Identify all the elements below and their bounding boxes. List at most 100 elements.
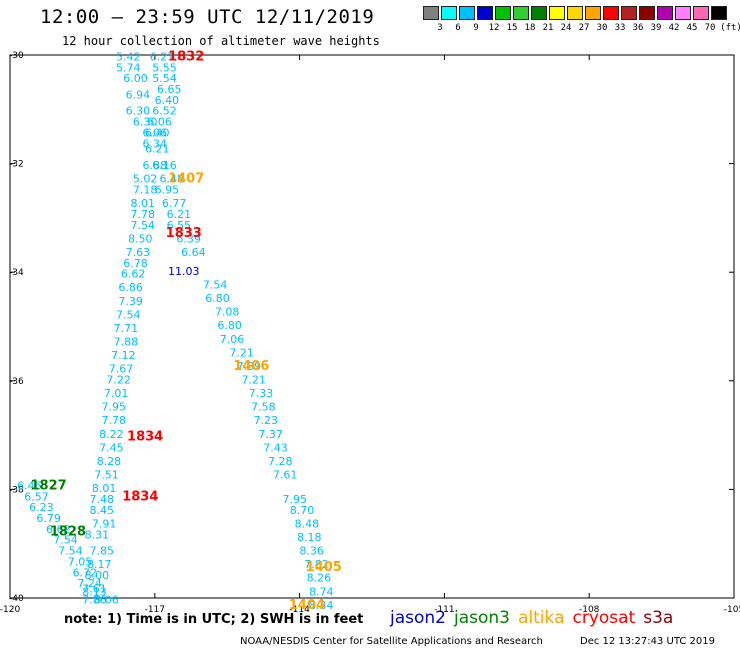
wave-height-value: 6.86 bbox=[118, 281, 143, 294]
map-title: 12:00 — 23:59 UTC 12/11/2019 bbox=[40, 6, 375, 28]
wave-height-value: 8.70 bbox=[290, 504, 315, 517]
wave-height-value: 7.22 bbox=[106, 374, 131, 387]
color-scale-swatch bbox=[657, 6, 673, 20]
color-scale-swatch bbox=[567, 6, 583, 20]
wave-height-value: 6.78 bbox=[123, 257, 148, 270]
wave-height-value: 7.43 bbox=[263, 441, 288, 454]
x-tick-label: -120 bbox=[0, 605, 20, 615]
wave-height-value: 7.05 bbox=[68, 555, 93, 568]
wave-height-value: 7.54 bbox=[203, 278, 228, 291]
y-tick-label: -32 bbox=[9, 160, 24, 170]
color-scale-label: 42 bbox=[668, 23, 680, 33]
wave-height-value: 6.39 bbox=[176, 232, 201, 245]
wave-height-value: 8.28 bbox=[97, 455, 122, 468]
wave-height-value: 8.22 bbox=[99, 428, 124, 441]
wave-height-value: 7.67 bbox=[109, 363, 134, 376]
wave-height-value: 6.30 bbox=[133, 116, 158, 129]
legend-item-s3a: s3a bbox=[643, 608, 674, 628]
wave-height-value: 7.78 bbox=[102, 414, 127, 427]
wave-height-value: 7.54 bbox=[116, 308, 141, 321]
wave-height-value: 7.88 bbox=[114, 336, 139, 349]
color-scale-swatch bbox=[495, 6, 511, 20]
wave-height-value: 5.74 bbox=[116, 61, 141, 74]
wave-height-value: 7.54 bbox=[53, 534, 78, 547]
wave-height-value: 6.21 bbox=[150, 50, 175, 63]
wave-height-value: 6.88 bbox=[143, 159, 168, 172]
color-scale-swatch bbox=[549, 6, 565, 20]
wave-height-value: 11.03 bbox=[168, 265, 200, 278]
wave-height-value: 6.00 bbox=[123, 72, 148, 85]
color-scale-swatch bbox=[531, 6, 547, 20]
generation-timestamp: Dec 12 13:27:43 UTC 2019 bbox=[580, 636, 715, 647]
satellite-legend: jason2 jason3 altika cryosat s3a bbox=[390, 608, 681, 628]
y-tick-label: -34 bbox=[9, 268, 24, 278]
wave-height-value: 7.08 bbox=[215, 306, 240, 319]
wave-height-value: 6.62 bbox=[46, 523, 71, 536]
wave-height-value: 5.54 bbox=[152, 72, 177, 85]
color-scale-swatch bbox=[603, 6, 619, 20]
wave-height-value: 6.21 bbox=[145, 143, 170, 156]
map-subtitle: 12 hour collection of altimeter wave hei… bbox=[62, 34, 380, 48]
wave-height-value: 6.48 bbox=[159, 173, 184, 186]
wave-height-value: 6.40 bbox=[145, 126, 170, 139]
color-scale-label: 45 bbox=[686, 23, 698, 33]
color-scale-label: 3 bbox=[437, 23, 443, 33]
x-tick-label: -111 bbox=[434, 605, 454, 615]
wave-height-value: 7.86 bbox=[82, 593, 107, 606]
wave-height-value: 8.34 bbox=[309, 599, 334, 612]
pass-time-label: 1406 bbox=[233, 359, 269, 374]
color-scale-swatch bbox=[675, 6, 691, 20]
wave-height-value: 7.95 bbox=[283, 493, 308, 506]
wave-height-value: 8.36 bbox=[299, 545, 324, 558]
color-scale-label: 9 bbox=[473, 23, 479, 33]
map-frame bbox=[9, 54, 735, 599]
wave-height-value: 7.37 bbox=[258, 428, 283, 441]
wave-height-value: 8.74 bbox=[309, 585, 334, 598]
wave-height-value: 6.77 bbox=[162, 197, 187, 210]
wave-height-value: 7.82 bbox=[304, 558, 329, 571]
legend-item-cryosat: cryosat bbox=[572, 608, 636, 628]
wave-height-value: 7.51 bbox=[94, 469, 119, 482]
wave-height-value: 6.52 bbox=[152, 105, 177, 118]
wave-height-value: 7.21 bbox=[229, 346, 254, 359]
wave-height-value: 6.34 bbox=[143, 137, 168, 150]
legend-item-jason3: jason3 bbox=[454, 608, 510, 628]
wave-height-value: 7.39 bbox=[118, 295, 143, 308]
wave-height-value: 6.40 bbox=[155, 94, 180, 107]
color-scale-swatch bbox=[423, 6, 439, 20]
wave-height-value: 6.23 bbox=[29, 501, 54, 514]
wave-height-value: 6.30 bbox=[126, 105, 151, 118]
wave-height-value: 6.06 bbox=[143, 126, 168, 139]
pass-time-label: 1407 bbox=[168, 172, 204, 187]
wave-height-value: 6.57 bbox=[24, 490, 49, 503]
wave-height-value: 7.24 bbox=[77, 577, 102, 590]
y-tick-label: -40 bbox=[9, 594, 24, 604]
wave-height-value: 7.61 bbox=[273, 469, 298, 482]
wave-height-value: 7.78 bbox=[130, 208, 155, 221]
pass-time-label: 1833 bbox=[166, 226, 202, 241]
pass-time-label: 1834 bbox=[127, 430, 163, 445]
wave-height-value: 7.85 bbox=[89, 545, 114, 558]
wave-height-value: 6.72 bbox=[73, 566, 98, 579]
wave-height-value: 7.63 bbox=[126, 246, 151, 259]
pass-time-label: 1405 bbox=[306, 560, 342, 575]
wave-height-value: 8.01 bbox=[92, 482, 117, 495]
wave-height-value: 6.80 bbox=[205, 292, 230, 305]
wave-height-value: 7.91 bbox=[92, 517, 117, 530]
wave-height-value: 6.95 bbox=[155, 183, 180, 196]
wave-height-value: 6.62 bbox=[121, 268, 146, 281]
color-scale-label: 6 bbox=[455, 23, 461, 33]
pass-time-label: 1832 bbox=[168, 49, 204, 64]
wave-height-value: 5.02 bbox=[133, 173, 158, 186]
credit-line: NOAA/NESDIS Center for Satellite Applica… bbox=[240, 636, 543, 647]
wave-height-value: 8.48 bbox=[295, 517, 320, 530]
wave-height-value: 7.06 bbox=[220, 333, 245, 346]
wave-height-value: 7.18 bbox=[133, 183, 158, 196]
x-tick-label: -105 bbox=[724, 605, 740, 615]
wave-height-value: 7.01 bbox=[104, 387, 129, 400]
legend-item-jason2: jason2 bbox=[390, 608, 446, 628]
y-tick-label: -36 bbox=[9, 377, 24, 387]
wave-height-value: 8.45 bbox=[89, 504, 114, 517]
color-scale-swatch bbox=[459, 6, 475, 20]
